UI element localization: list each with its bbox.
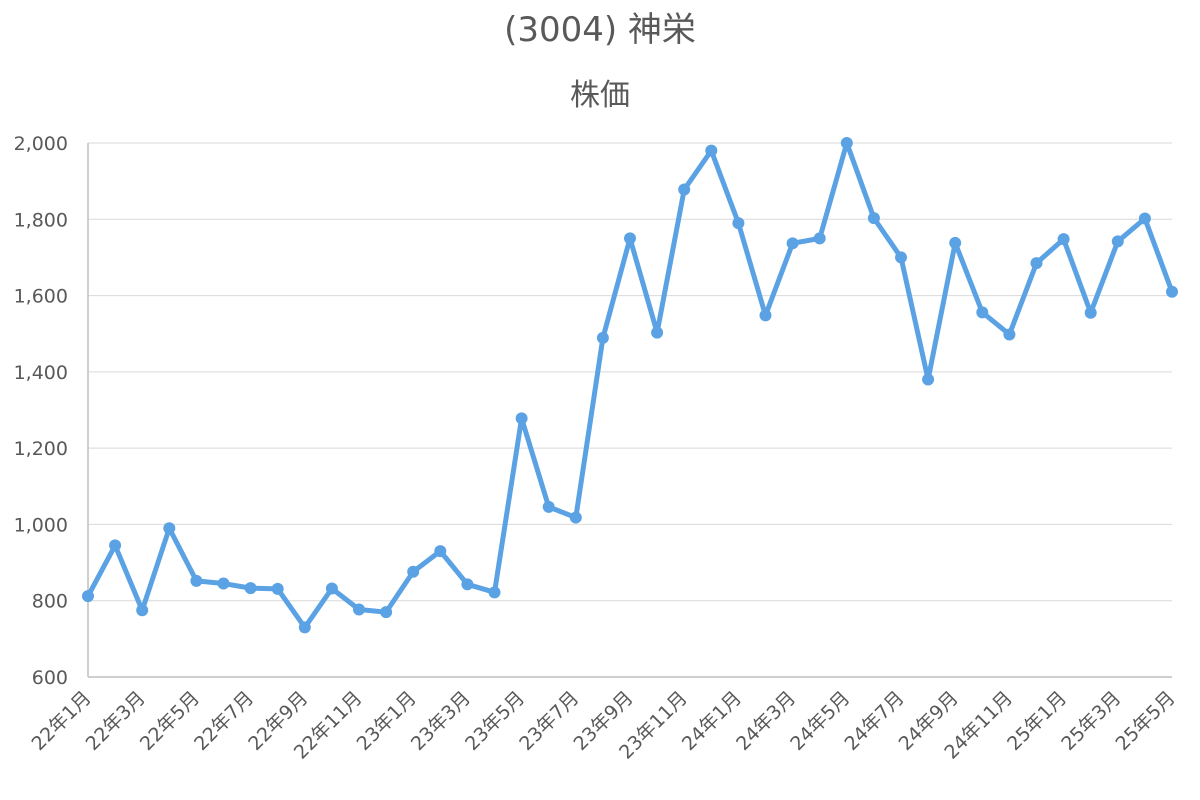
data-point <box>732 217 745 230</box>
data-point <box>651 326 664 339</box>
chart-subtitle: 株価 <box>570 78 630 113</box>
data-point <box>813 232 826 245</box>
x-tick-label: 22年1月 <box>27 687 95 755</box>
x-tick-label: 24年3月 <box>732 687 800 755</box>
data-point <box>353 603 365 616</box>
x-tick-label: 22年3月 <box>82 687 150 755</box>
data-point <box>569 511 582 524</box>
data-point <box>1057 233 1070 246</box>
data-point <box>325 582 338 595</box>
data-point <box>298 621 311 634</box>
data-point <box>244 582 257 595</box>
data-point <box>596 331 609 344</box>
x-tick-label: 23年7月 <box>515 687 583 755</box>
y-tick-label: 600 <box>32 667 68 689</box>
data-point <box>217 577 230 590</box>
x-tick-label: 25年3月 <box>1057 687 1125 755</box>
data-point <box>949 236 962 249</box>
data-point <box>109 539 122 552</box>
x-tick-label: 23年1月 <box>353 687 421 755</box>
y-tick-label: 1,400 <box>14 362 68 384</box>
x-tick-label: 22年7月 <box>190 687 258 755</box>
data-point <box>461 578 474 591</box>
data-point <box>1111 235 1124 248</box>
data-point <box>163 522 176 535</box>
x-tick-label: 23年5月 <box>461 687 529 755</box>
data-point <box>1003 328 1016 341</box>
y-tick-label: 800 <box>32 591 68 613</box>
x-tick-label: 24年1月 <box>678 687 746 755</box>
data-point <box>786 237 799 250</box>
data-point <box>434 545 447 558</box>
x-tick-label: 24年5月 <box>786 687 854 755</box>
data-point <box>515 412 528 425</box>
y-tick-label: 1,800 <box>14 209 68 231</box>
x-tick-label: 22年5月 <box>136 687 204 755</box>
data-point <box>759 309 772 322</box>
x-tick-label: 24年7月 <box>840 687 908 755</box>
data-point <box>867 212 880 225</box>
x-tick-label: 25年1月 <box>1003 687 1071 755</box>
data-point <box>136 604 149 617</box>
data-point <box>895 251 907 264</box>
series-line <box>85 140 1175 630</box>
data-point <box>407 565 420 578</box>
data-point <box>678 183 691 196</box>
data-point <box>1166 285 1178 298</box>
data-point <box>488 586 501 599</box>
y-tick-label: 1,600 <box>14 286 68 308</box>
data-point <box>705 144 718 157</box>
data-point <box>82 590 94 603</box>
data-point <box>624 232 636 245</box>
data-point <box>840 137 853 149</box>
y-tick-label: 1,200 <box>14 438 68 460</box>
data-point <box>380 606 393 619</box>
data-point <box>976 306 989 319</box>
x-tick-label: 23年3月 <box>407 687 475 755</box>
data-point <box>1084 306 1097 319</box>
data-point <box>922 373 935 386</box>
data-point <box>1030 257 1043 270</box>
y-tick-label: 1,000 <box>14 514 68 536</box>
data-point <box>1138 212 1151 225</box>
data-point <box>271 582 284 595</box>
x-tick-label: 25年5月 <box>1111 687 1179 755</box>
y-tick-label: 2,000 <box>14 133 68 155</box>
chart-title: (3004) 神栄 <box>504 10 696 50</box>
data-point <box>542 500 555 513</box>
data-point <box>190 574 203 587</box>
